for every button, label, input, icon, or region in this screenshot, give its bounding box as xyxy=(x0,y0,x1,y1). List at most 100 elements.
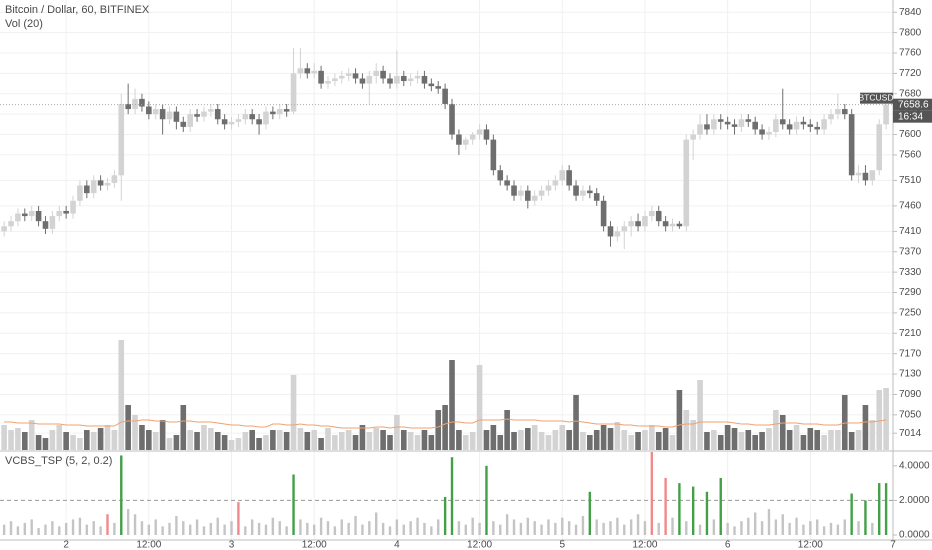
indicator-bar xyxy=(285,526,288,535)
candle-body xyxy=(228,121,235,125)
candle-body xyxy=(662,221,669,227)
indicator-bar xyxy=(740,521,743,535)
indicator-bar xyxy=(230,521,233,535)
volume-bar xyxy=(407,432,414,450)
volume-bar xyxy=(766,428,772,450)
volume-bar xyxy=(414,435,421,450)
volume-bar xyxy=(242,432,249,450)
candle-body xyxy=(841,109,848,115)
indicator-bar xyxy=(685,521,688,535)
volume-bar xyxy=(70,435,76,450)
candle-body xyxy=(49,216,56,229)
indicator-bar xyxy=(884,483,888,535)
volume-bar xyxy=(683,410,690,450)
candle-body xyxy=(297,68,304,74)
candle-body xyxy=(442,88,448,104)
volume-bar xyxy=(442,405,448,450)
indicator-bar xyxy=(443,496,447,535)
volume-bar xyxy=(449,360,455,450)
candle-body xyxy=(614,231,621,237)
indicator-bar xyxy=(30,519,33,535)
indicator-bar xyxy=(51,521,54,535)
volume-bar xyxy=(56,425,63,450)
candle-body xyxy=(649,210,655,217)
volume-bar xyxy=(483,430,490,450)
indicator-bar xyxy=(244,526,247,535)
candle-body xyxy=(593,193,600,201)
indicator-bar xyxy=(767,509,771,535)
volume-bar xyxy=(518,430,524,450)
candle-body xyxy=(63,210,69,214)
candle-body xyxy=(566,170,572,186)
indicator-bar xyxy=(423,522,426,535)
indicator-bar xyxy=(195,519,199,535)
volume-bar xyxy=(628,435,634,450)
candle-body xyxy=(263,111,269,125)
indicator-bar xyxy=(278,521,281,535)
candle-body xyxy=(97,180,104,186)
candle-body xyxy=(56,210,63,217)
plot xyxy=(0,47,893,535)
indicator-bar xyxy=(223,524,226,535)
indicator-bar xyxy=(133,514,137,535)
candle-body xyxy=(642,216,648,227)
indicator-bar xyxy=(92,521,95,535)
y-tick-label: 2.0000 xyxy=(899,495,930,506)
volume-ma-line xyxy=(4,418,887,429)
candle-body xyxy=(208,109,214,112)
volume-bar xyxy=(876,390,883,450)
volume-bar xyxy=(573,395,579,450)
volume-bar xyxy=(545,435,552,450)
indicator-bar xyxy=(333,526,337,535)
volume-bar xyxy=(869,420,876,450)
volume-bar xyxy=(187,430,193,450)
candle-body xyxy=(538,190,545,196)
volume-bar xyxy=(669,435,676,450)
candle-body xyxy=(173,111,180,122)
volume-bar xyxy=(655,432,662,450)
volume-bar xyxy=(214,432,221,450)
candle-body xyxy=(180,121,187,127)
candle-body xyxy=(511,185,517,196)
indicator-bar xyxy=(250,519,254,535)
symbol-label: BTCUSD xyxy=(859,92,894,102)
indicator-bar xyxy=(257,522,261,535)
indicator-bar xyxy=(354,515,357,535)
indicator-bar xyxy=(843,519,846,535)
candle-body xyxy=(793,121,800,130)
volume-bar xyxy=(77,438,83,450)
volume-bar xyxy=(283,432,290,450)
candle-body xyxy=(635,221,641,227)
volume-bar xyxy=(462,435,469,450)
indicator-bar xyxy=(816,519,819,535)
indicator-bar xyxy=(781,514,784,535)
candle-body xyxy=(407,78,414,82)
candle-body xyxy=(752,121,758,130)
volume-bar xyxy=(676,390,683,450)
indicator-bar xyxy=(64,522,68,535)
indicator-bar xyxy=(409,521,412,535)
indicator-bar xyxy=(478,522,481,535)
indicator-bar xyxy=(485,465,488,535)
candle-body xyxy=(373,70,380,76)
volume-bar xyxy=(421,430,428,450)
candle-body xyxy=(152,109,159,115)
candle-body xyxy=(497,170,504,181)
indicator-bar xyxy=(705,491,709,535)
candle-body xyxy=(345,73,352,76)
candle-body xyxy=(325,81,331,84)
volume-bar xyxy=(745,430,752,450)
x-tick-label: 2 xyxy=(63,540,69,550)
indicator-bar xyxy=(657,522,660,535)
indicator-bar xyxy=(78,517,82,535)
indicator-bar xyxy=(326,521,330,535)
volume-bar xyxy=(497,435,504,450)
volume-bar xyxy=(332,435,338,450)
indicator-bar xyxy=(760,521,764,535)
volume-bar xyxy=(325,428,331,450)
indicator-bar xyxy=(313,524,316,535)
candle-body xyxy=(483,129,490,140)
volume-bar xyxy=(373,428,380,450)
volume-bar xyxy=(249,430,255,450)
y-tick-label: 7680 xyxy=(899,88,922,99)
